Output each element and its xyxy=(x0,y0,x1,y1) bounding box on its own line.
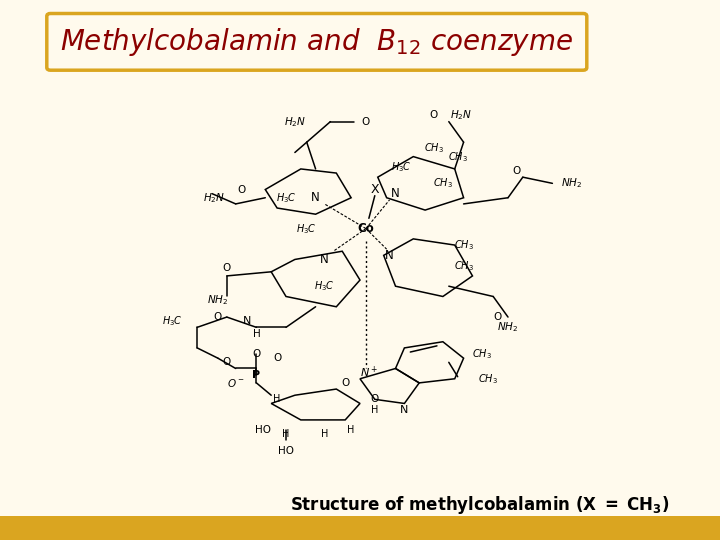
Text: O: O xyxy=(222,357,231,367)
Text: $\mathbf{Structure\ of\ methylcobalamin\ (X\ =\ CH_3)}$: $\mathbf{Structure\ of\ methylcobalamin\… xyxy=(290,494,670,516)
Text: O: O xyxy=(273,353,282,363)
Text: H: H xyxy=(348,425,355,435)
Text: N: N xyxy=(400,404,408,415)
Text: $H_3C$: $H_3C$ xyxy=(314,279,335,293)
Text: P: P xyxy=(252,370,261,380)
Text: N: N xyxy=(385,249,394,262)
Text: $CH_3$: $CH_3$ xyxy=(478,372,498,386)
FancyBboxPatch shape xyxy=(47,14,587,70)
Text: $N^+$: $N^+$ xyxy=(360,365,378,380)
Bar xyxy=(0,516,720,540)
Text: $H_3C$: $H_3C$ xyxy=(391,160,412,174)
Text: O: O xyxy=(361,117,370,126)
Text: $H_2N$: $H_2N$ xyxy=(449,109,472,123)
Text: $O^-$: $O^-$ xyxy=(227,377,245,389)
Text: $CH_3$: $CH_3$ xyxy=(433,177,453,190)
Text: $NH_2$: $NH_2$ xyxy=(562,177,582,190)
Text: $CH_3$: $CH_3$ xyxy=(454,238,474,252)
Text: $CH_3$: $CH_3$ xyxy=(472,347,492,361)
Text: $H_3C$: $H_3C$ xyxy=(162,314,182,328)
Text: $H_3C$: $H_3C$ xyxy=(297,222,317,235)
Text: X: X xyxy=(371,183,379,196)
Text: $NH_2$: $NH_2$ xyxy=(207,294,229,307)
Text: O: O xyxy=(371,394,379,404)
Text: N: N xyxy=(320,253,329,266)
Text: O: O xyxy=(222,262,231,273)
Text: O: O xyxy=(238,185,246,194)
Text: $H_3C$: $H_3C$ xyxy=(276,191,297,205)
Text: $NH_2$: $NH_2$ xyxy=(498,320,518,334)
Text: H: H xyxy=(253,328,260,339)
Text: O: O xyxy=(252,349,261,359)
Text: O: O xyxy=(513,166,521,176)
Text: H: H xyxy=(371,404,379,415)
Text: $CH_3$: $CH_3$ xyxy=(454,259,474,273)
Text: H: H xyxy=(274,394,281,404)
Text: N: N xyxy=(243,316,252,326)
Text: N: N xyxy=(311,191,320,204)
Text: H: H xyxy=(321,429,328,440)
Text: $H_2N$: $H_2N$ xyxy=(284,114,306,129)
Text: N: N xyxy=(391,187,400,200)
Text: HO: HO xyxy=(255,425,271,435)
Text: O: O xyxy=(430,111,438,120)
Text: HO: HO xyxy=(278,446,294,456)
Text: O: O xyxy=(493,312,501,322)
Text: $CH_3$: $CH_3$ xyxy=(448,150,467,164)
Text: $CH_3$: $CH_3$ xyxy=(424,141,444,156)
Text: O: O xyxy=(341,378,349,388)
Text: O: O xyxy=(214,312,222,322)
Text: H: H xyxy=(282,429,289,440)
Text: Co: Co xyxy=(358,222,374,235)
Text: $\mathit{Methylcobalamin\ and\ \ B_{12}\ coenzyme}$: $\mathit{Methylcobalamin\ and\ \ B_{12}\… xyxy=(60,25,573,58)
Text: $H_2N$: $H_2N$ xyxy=(203,191,225,205)
